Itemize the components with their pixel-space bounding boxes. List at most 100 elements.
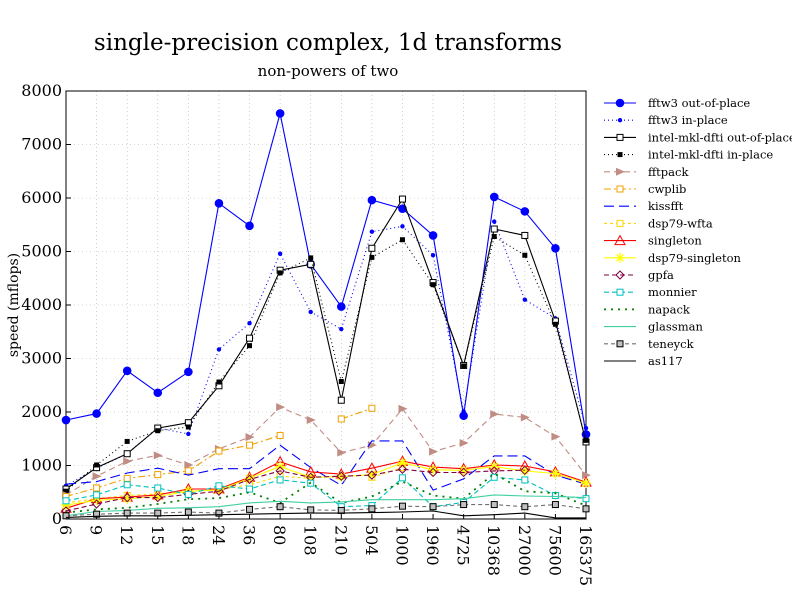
legend-label: glassman (648, 320, 703, 334)
series-intel-mkl-dfti-in-place (63, 234, 589, 494)
data-point (368, 404, 376, 412)
data-point (551, 243, 560, 253)
data-point (429, 447, 439, 456)
legend-label: monnier (648, 285, 697, 299)
data-point (339, 326, 344, 332)
data-point (398, 404, 408, 413)
data-point (617, 118, 623, 123)
series-line (65, 460, 587, 509)
x-tick-label: 108 (301, 525, 320, 556)
data-point (366, 469, 377, 480)
data-point (397, 457, 408, 468)
legend-label: singleton (648, 234, 702, 248)
legend: fftw3 out-of-place fftw3 in-place intel-mk… (604, 96, 792, 368)
data-point (616, 219, 624, 227)
data-point (617, 152, 623, 158)
data-point (122, 492, 132, 503)
x-tick-label: 15 (148, 525, 167, 545)
series-line (65, 462, 587, 506)
x-tick-label: 210 (331, 525, 350, 556)
data-point (336, 302, 346, 311)
data-point (520, 465, 530, 476)
data-point (399, 237, 405, 243)
series-line (65, 235, 587, 492)
data-point (186, 431, 191, 437)
data-point (616, 340, 624, 348)
data-point (306, 416, 316, 425)
data-point (519, 465, 530, 476)
data-point (458, 465, 469, 476)
legend-label: as117 (648, 354, 683, 368)
data-point (522, 297, 528, 302)
data-point (367, 470, 377, 480)
y-tick-label: 0 (52, 509, 62, 528)
data-point (155, 428, 161, 434)
data-point (216, 347, 222, 352)
x-tick-label: 10368 (484, 525, 503, 576)
legend-label: gpfa (648, 268, 674, 282)
y-tick-label: 7000 (21, 135, 62, 154)
legend-label: teneyck (648, 337, 695, 351)
data-point (93, 510, 101, 518)
data-point (338, 379, 344, 385)
data-point (276, 432, 284, 440)
x-tick-label: 27000 (515, 525, 534, 576)
y-tick-label: 2000 (21, 402, 62, 421)
y-tick-label: 1000 (21, 456, 62, 475)
data-point (123, 450, 131, 458)
series-line (65, 440, 587, 491)
data-point (520, 207, 530, 216)
data-point (154, 471, 162, 479)
data-point (94, 462, 100, 468)
x-tick-label: 18 (178, 525, 197, 545)
series-singleton (60, 455, 592, 513)
x-tick-label: 36 (240, 525, 259, 545)
data-point (489, 192, 499, 202)
data-point (582, 471, 591, 480)
data-point (184, 460, 194, 469)
data-point (616, 167, 625, 176)
x-ticks: 6 9 12 15 18 24 36 80 108 210 504 1000 1960 4725 10368… (56, 514, 595, 586)
data-point (490, 501, 498, 509)
series-glassman (65, 494, 587, 517)
data-point (152, 491, 163, 502)
series-monnier (62, 473, 590, 511)
series-line (65, 219, 587, 487)
data-point (583, 437, 589, 443)
data-point (185, 424, 191, 430)
data-point (62, 497, 70, 505)
data-point (458, 467, 469, 478)
data-point (616, 185, 624, 193)
grid (66, 91, 586, 519)
data-point (492, 219, 497, 224)
data-point (398, 195, 406, 203)
data-point (184, 467, 192, 475)
data-point (277, 270, 283, 276)
series-kissfft (65, 440, 587, 491)
series-cwplib (62, 404, 376, 501)
legend-label: kissfft (648, 199, 684, 213)
data-point (581, 478, 591, 489)
data-point (459, 439, 469, 448)
data-point (490, 410, 500, 419)
series-line (65, 407, 373, 498)
data-point (153, 388, 163, 398)
series-line (65, 472, 587, 514)
data-point (430, 282, 436, 288)
data-point (92, 409, 101, 418)
data-point (307, 506, 315, 514)
series-fftw3-in-place (63, 219, 589, 489)
data-point (615, 252, 625, 263)
y-tick-label: 4000 (21, 295, 62, 314)
y-axis-label: speed (mflops) (6, 253, 22, 357)
data-point (246, 334, 254, 342)
legend-label: dsp79-singleton (648, 251, 742, 265)
data-point (246, 505, 254, 513)
y-tick-label: 5000 (21, 242, 62, 261)
data-point (123, 509, 131, 517)
x-tick-label: 1960 (423, 525, 442, 566)
data-point (122, 493, 133, 504)
x-tick-label: 75600 (545, 525, 564, 576)
legend-label: napack (648, 302, 691, 316)
